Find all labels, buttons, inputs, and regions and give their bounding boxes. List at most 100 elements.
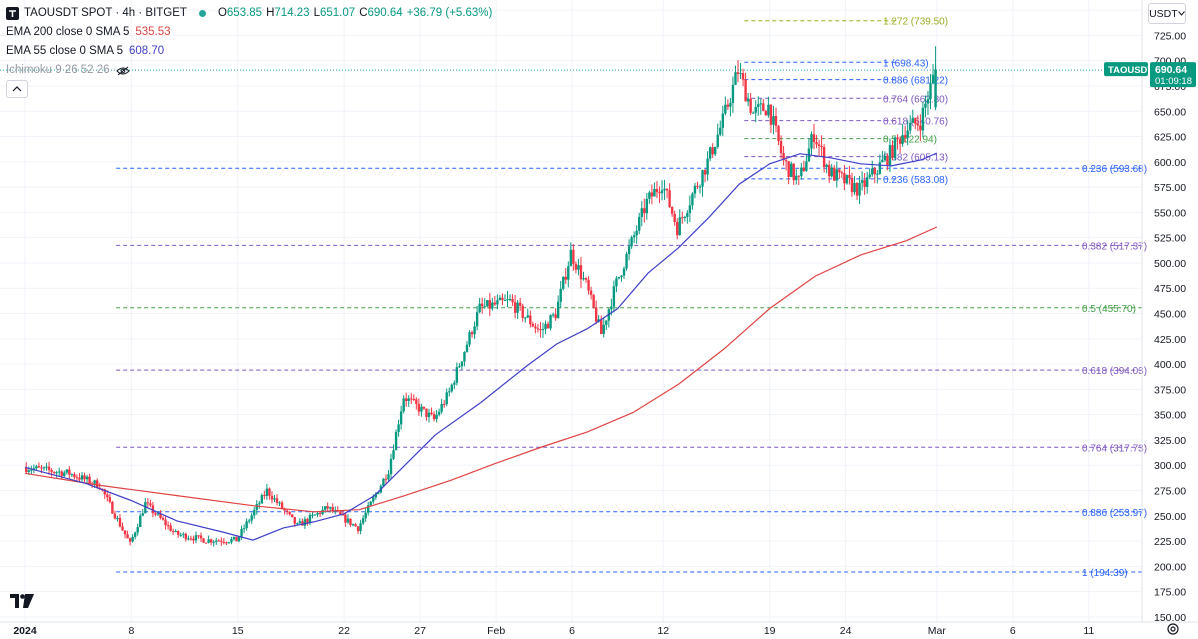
candle-body	[569, 249, 573, 267]
fib-minor-label: 0.5 (622.94)	[883, 135, 937, 146]
candle-body	[693, 185, 697, 194]
candle-body	[526, 315, 529, 318]
tradingview-logo-icon[interactable]	[10, 594, 34, 608]
candle-body	[486, 300, 489, 307]
candle-body	[475, 312, 479, 327]
price-tick-label: 500.00	[1154, 258, 1186, 270]
ema200-value: 535.53	[135, 26, 171, 38]
candle-body	[848, 174, 851, 179]
candle-body	[529, 315, 532, 325]
ichimoku-legend[interactable]: Ichimoku 9 26 52 26	[6, 61, 492, 80]
candle-body	[648, 192, 651, 199]
candle-body	[708, 147, 712, 159]
candle-body	[448, 391, 451, 393]
ichimoku-name: Ichimoku 9 26 52 26	[6, 64, 110, 76]
symbol-title[interactable]: TAOUSDT SPOT · 4h · BITGET	[24, 7, 187, 19]
candle-body	[133, 532, 137, 537]
candle-body	[721, 113, 725, 128]
candle-body	[891, 145, 894, 158]
currency-selector[interactable]: USDT	[1148, 3, 1186, 24]
candle-body	[534, 326, 537, 329]
candle-body	[93, 480, 96, 484]
candle-body	[313, 514, 317, 516]
candle-body	[154, 513, 157, 515]
candle-body	[291, 514, 294, 518]
time-tick-label: 6	[569, 625, 575, 637]
candle-body	[706, 158, 709, 175]
price-tick-label: 575.00	[1154, 182, 1186, 194]
candle-body	[88, 476, 91, 484]
candle-body	[483, 306, 486, 308]
price-tick-label: 350.00	[1154, 410, 1186, 422]
candle-body	[177, 530, 180, 535]
candle-body	[197, 535, 200, 537]
candle-body	[40, 467, 43, 469]
candle-body	[45, 466, 48, 468]
gear-icon[interactable]	[1166, 622, 1180, 636]
candle-body	[909, 122, 912, 131]
candle-body	[518, 302, 522, 306]
fib-retracement-major[interactable]: 0.236 (593.68) 0.382 (517.37) 0.5 (455.70)…	[116, 164, 1147, 579]
candle-body	[567, 266, 570, 280]
candle-body	[311, 514, 314, 516]
candle-body	[55, 472, 58, 474]
candle-body	[404, 398, 408, 402]
candle-body	[779, 141, 783, 154]
candle-body	[339, 511, 342, 515]
candle-body	[161, 517, 165, 520]
price-tick-label: 550.00	[1154, 207, 1186, 219]
fib-major-label: 0.236 (593.68)	[1082, 164, 1147, 175]
candle-body	[141, 513, 144, 516]
candle-body	[136, 527, 139, 533]
candle-body	[901, 135, 904, 144]
ema200-legend[interactable]: EMA 200 close 0 SMA 5 535.53	[6, 23, 492, 42]
candle-body	[643, 208, 646, 214]
time-axis[interactable]: 2024 8 15 22 27 Feb 6 12 19 24 Mar 6 11	[0, 621, 1198, 637]
candle-body	[916, 123, 920, 126]
chevron-up-icon	[12, 86, 22, 92]
candle-body	[478, 303, 481, 313]
candle-body	[346, 518, 350, 523]
candle-body	[536, 328, 540, 330]
price-tick-label: 225.00	[1154, 536, 1186, 548]
candle-body	[746, 98, 750, 102]
candle-body	[389, 458, 393, 475]
candle-body	[182, 533, 185, 535]
eye-hidden-icon[interactable]	[115, 66, 130, 76]
candle-body	[754, 106, 757, 113]
price-tick-label: 650.00	[1154, 106, 1186, 118]
price-tick-label: 150.00	[1154, 612, 1186, 624]
candle-body	[209, 539, 213, 543]
candle-body	[75, 477, 79, 479]
candle-body	[513, 302, 517, 313]
symbol-row[interactable]: TAOUSDT SPOT · 4h · BITGET O 653.85 H 714.…	[6, 4, 492, 23]
candle-body	[278, 502, 281, 504]
price-axis[interactable]: 150.00 175.00 200.00 225.00 250.00 275.00 300.…	[1141, 0, 1186, 624]
candle-body	[397, 424, 400, 432]
candle-body	[638, 216, 641, 231]
high-label: H	[266, 7, 275, 19]
candle-body	[524, 317, 527, 319]
price-tag-countdown: 01:09:18	[1155, 76, 1192, 87]
open-label: O	[217, 7, 227, 19]
close-value: 690.64	[367, 7, 403, 19]
candle-body	[858, 182, 861, 196]
candle-body	[394, 431, 398, 451]
candle-body	[645, 198, 649, 214]
candle-body	[876, 173, 879, 175]
candle-body	[326, 506, 329, 509]
price-tick-label: 300.00	[1154, 460, 1186, 472]
candle-body	[402, 398, 405, 412]
ema55-name: EMA 55 close 0 SMA 5	[6, 45, 123, 57]
time-tick-label: 12	[657, 625, 669, 637]
candle-body	[415, 399, 418, 404]
candle-body	[146, 502, 150, 504]
candle-body	[698, 186, 702, 188]
collapse-legend-button[interactable]	[6, 80, 28, 98]
candle-body	[511, 298, 514, 303]
candle-body	[412, 398, 415, 400]
candle-body	[60, 471, 63, 477]
ema55-legend[interactable]: EMA 55 close 0 SMA 5 608.70	[6, 42, 492, 61]
candle-body	[635, 230, 638, 236]
